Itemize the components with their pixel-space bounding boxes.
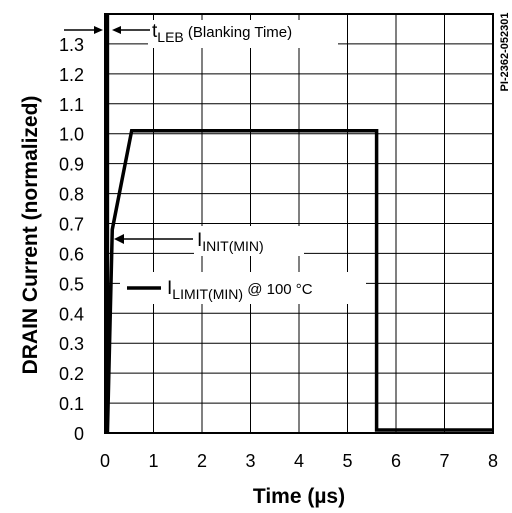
y-tick-label: 0.8 xyxy=(59,185,84,205)
series-line xyxy=(105,14,493,434)
x-tick-label: 7 xyxy=(439,451,449,471)
y-tick-label: 0.9 xyxy=(59,155,84,175)
y-tick-label: 1.1 xyxy=(59,95,84,115)
x-tick-label: 8 xyxy=(488,451,498,471)
y-axis-title: DRAIN Current (normalized) xyxy=(19,96,42,375)
x-tick-label: 1 xyxy=(148,451,158,471)
init-arrow-head xyxy=(114,234,124,244)
x-tick-label: 5 xyxy=(342,451,352,471)
tick-labels: 0 1 2 3 4 5 6 7 8 0 0.1 0.2 0.3 0.4 0.5 0.6 0.7 0.8 0.9 1.0… xyxy=(59,35,498,471)
y-tick-label: 0.6 xyxy=(59,244,84,264)
x-tick-label: 6 xyxy=(391,451,401,471)
grid-lines xyxy=(104,14,494,433)
figure-id: PI-2362-052301 xyxy=(499,13,511,92)
y-tick-label: 1.0 xyxy=(59,125,84,145)
y-tick-label: 1.3 xyxy=(59,35,84,55)
x-axis-title: Time (µs) xyxy=(253,485,345,508)
y-tick-label: 0.5 xyxy=(59,274,84,294)
init-min-label: IINIT(MIN) xyxy=(197,230,264,254)
series-layer xyxy=(105,14,493,434)
x-tick-label: 3 xyxy=(245,451,255,471)
y-tick-label: 1.2 xyxy=(59,65,84,85)
y-tick-label: 0 xyxy=(74,424,84,444)
x-tick-label: 4 xyxy=(294,451,304,471)
annotation-init-min: IINIT(MIN) xyxy=(114,226,304,256)
blanking-time-label: tLEB (Blanking Time) xyxy=(152,21,292,45)
y-tick-label: 0.4 xyxy=(59,304,84,324)
annotation-blanking-time: tLEB (Blanking Time) xyxy=(64,20,338,48)
y-tick-label: 0.2 xyxy=(59,364,84,384)
x-tick-label: 0 xyxy=(100,451,110,471)
blanking-arrow-right-head xyxy=(112,26,121,34)
x-tick-label: 2 xyxy=(197,451,207,471)
y-tick-label: 0.1 xyxy=(59,394,84,414)
plot-frame xyxy=(104,13,494,434)
y-tick-label: 0.7 xyxy=(59,215,84,235)
blanking-arrow-left-head xyxy=(94,26,103,34)
limit-min-label: ILIMIT(MIN) @ 100 °C xyxy=(167,278,313,302)
y-tick-label: 0.3 xyxy=(59,334,84,354)
legend-limit-min: ILIMIT(MIN) @ 100 °C xyxy=(120,272,366,304)
